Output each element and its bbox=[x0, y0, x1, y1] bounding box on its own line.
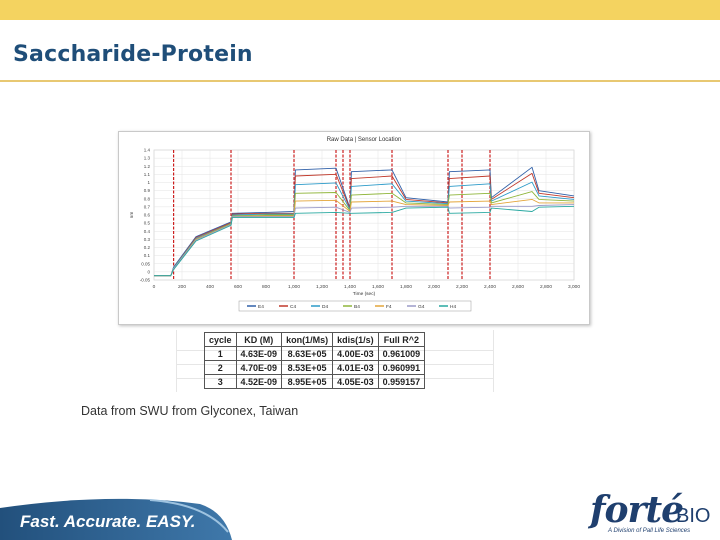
cell-kdis: 4.01E-03 bbox=[332, 360, 379, 375]
y-tick-label: 1.1 bbox=[144, 172, 151, 177]
cell-r2: 0.961009 bbox=[377, 346, 426, 361]
legend-label: G4 bbox=[418, 304, 425, 310]
x-tick-label: 2,600 bbox=[512, 284, 524, 290]
cell-cycle: 1 bbox=[204, 346, 237, 361]
series-line-G4 bbox=[154, 204, 575, 277]
cell-kd: 4.63E-09 bbox=[235, 346, 283, 361]
header-r2: Full R^2 bbox=[377, 332, 426, 347]
x-tick-label: 1,800 bbox=[400, 284, 412, 290]
legend-label: C4 bbox=[290, 304, 296, 310]
cell-r2: 0.960991 bbox=[377, 360, 426, 375]
y-tick-label: 0.6 bbox=[144, 213, 151, 218]
logo-suffix: BIO bbox=[676, 505, 711, 527]
table-header-row: cycle KD (M) kon(1/Ms) kdis(1/s) Full R^… bbox=[204, 332, 426, 347]
y-tick-label: -0.05 bbox=[140, 278, 151, 283]
legend-label: E4 bbox=[258, 304, 264, 310]
legend-box bbox=[238, 300, 472, 312]
header-cycle: cycle bbox=[204, 332, 237, 347]
cell-kon: 8.95E+05 bbox=[281, 374, 334, 389]
x-tick-label: 200 bbox=[178, 284, 186, 290]
cell-r2: 0.959157 bbox=[377, 374, 426, 389]
cell-kon: 8.63E+05 bbox=[281, 346, 334, 361]
legend-label: H4 bbox=[450, 304, 456, 310]
cell-kd: 4.70E-09 bbox=[235, 360, 283, 375]
table-row: 2 4.70E-09 8.53E+05 4.01E-03 0.960991 bbox=[204, 360, 426, 375]
cell-kdis: 4.00E-03 bbox=[332, 346, 379, 361]
fortebio-logo: forté BIO A Division of Pall Life Scienc… bbox=[590, 490, 715, 538]
x-tick-label: 3,000 bbox=[568, 284, 580, 290]
x-tick-label: 1,200 bbox=[316, 284, 328, 290]
x-tick-label: 2,000 bbox=[428, 284, 440, 290]
slide-title: Saccharide-Protein bbox=[13, 42, 253, 67]
header-kd: KD (M) bbox=[235, 332, 283, 347]
chart-title: Raw Data | Sensor Location bbox=[327, 137, 402, 143]
y-tick-label: 0.7 bbox=[144, 204, 151, 209]
legend-label: D4 bbox=[322, 304, 328, 310]
x-tick-label: 600 bbox=[234, 284, 242, 290]
footer-band bbox=[0, 498, 232, 540]
tagline: Fast. Accurate. EASY. bbox=[20, 512, 196, 531]
y-tick-label: 0 bbox=[147, 269, 150, 274]
cell-cycle: 3 bbox=[204, 374, 237, 389]
table-row: 1 4.63E-09 8.63E+05 4.00E-03 0.961009 bbox=[204, 346, 426, 361]
x-tick-label: 2,800 bbox=[540, 284, 552, 290]
sensorgram-svg: Raw Data | Sensor Location-0.0500.050.10… bbox=[130, 137, 580, 312]
y-tick-label: 0.2 bbox=[144, 245, 151, 250]
logo-subtitle: A Division of Pall Life Sciences bbox=[608, 528, 691, 534]
y-tick-label: 0.4 bbox=[144, 229, 151, 234]
y-tick-label: 0.9 bbox=[144, 188, 151, 193]
title-divider bbox=[0, 80, 720, 82]
y-tick-label: 0.05 bbox=[141, 261, 150, 266]
x-tick-label: 1,400 bbox=[344, 284, 356, 290]
legend-label: F4 bbox=[386, 304, 392, 310]
header-kon: kon(1/Ms) bbox=[281, 332, 334, 347]
x-tick-label: 400 bbox=[206, 284, 214, 290]
y-tick-label: 0.8 bbox=[144, 196, 151, 201]
x-tick-label: 1,000 bbox=[288, 284, 300, 290]
y-tick-label: 1.3 bbox=[144, 156, 151, 161]
x-tick-label: 2,200 bbox=[456, 284, 468, 290]
y-tick-label: 0.1 bbox=[144, 253, 151, 258]
x-tick-label: 1,600 bbox=[372, 284, 384, 290]
cell-kd: 4.52E-09 bbox=[235, 374, 283, 389]
x-tick-label: 800 bbox=[262, 284, 270, 290]
cell-kdis: 4.05E-03 bbox=[332, 374, 379, 389]
kinetics-table: cycle KD (M) kon(1/Ms) kdis(1/s) Full R^… bbox=[204, 332, 426, 389]
series-line-H4 bbox=[154, 205, 575, 277]
y-tick-label: 0.5 bbox=[144, 221, 151, 226]
cell-kon: 8.53E+05 bbox=[281, 360, 334, 375]
x-axis-label: Time (sec) bbox=[353, 291, 376, 297]
cell-cycle: 2 bbox=[204, 360, 237, 375]
x-tick-label: 0 bbox=[153, 284, 156, 290]
table-row: 3 4.52E-09 8.95E+05 4.05E-03 0.959157 bbox=[204, 374, 426, 389]
x-tick-label: 2,400 bbox=[484, 284, 496, 290]
y-tick-label: 1.4 bbox=[144, 148, 151, 153]
data-credit: Data from SWU from Glyconex, Taiwan bbox=[81, 404, 299, 418]
y-axis-label: nm bbox=[130, 212, 135, 219]
logo-word: forté bbox=[590, 489, 684, 531]
y-tick-label: 1.2 bbox=[144, 164, 151, 169]
y-tick-label: 1 bbox=[147, 180, 150, 185]
legend-label: B4 bbox=[354, 304, 360, 310]
header-kdis: kdis(1/s) bbox=[332, 332, 379, 347]
sensorgram-chart: Raw Data | Sensor Location -0.05 0 0.05 0.1 0… bbox=[118, 131, 590, 325]
top-accent-bar bbox=[0, 0, 720, 20]
y-tick-label: 0.3 bbox=[144, 237, 151, 242]
